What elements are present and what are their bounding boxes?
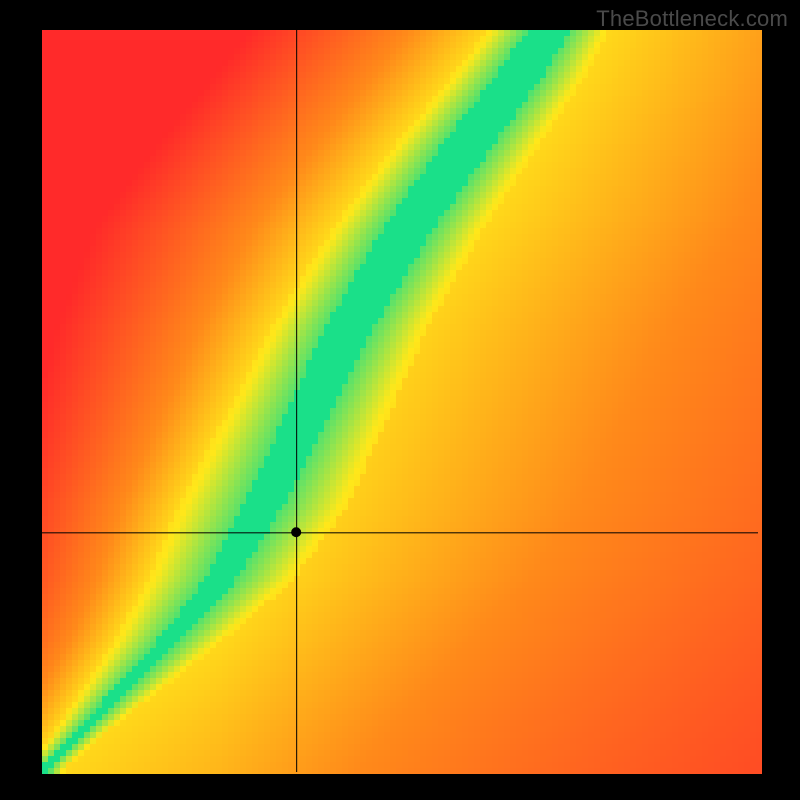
chart-container: TheBottleneck.com [0,0,800,800]
heatmap-canvas [0,0,800,800]
watermark-text: TheBottleneck.com [596,6,788,32]
